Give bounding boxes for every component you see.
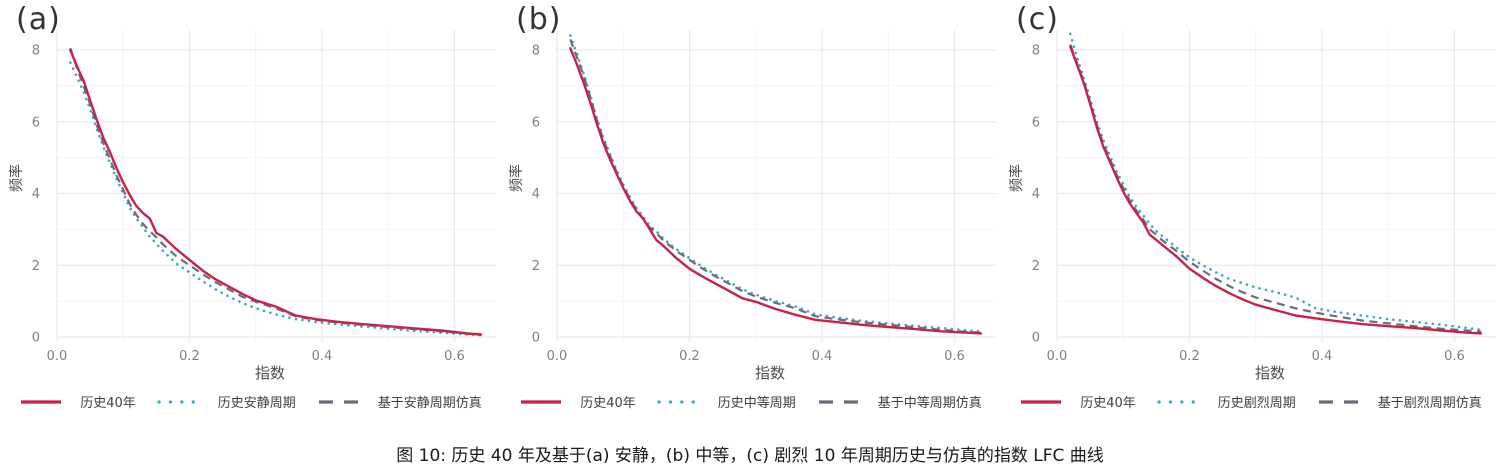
x-axis-title: 指数 [754,364,785,382]
x-tick-label: 0.6 [444,349,465,364]
legend-swatch-solid-line [21,399,62,404]
legend-item-history: 历史40年 [18,392,136,411]
legend-swatch-dashed-line [1318,399,1359,404]
legend-item-simulation: 基于剧烈周期仿真 [1316,392,1482,411]
legend-item-simulation: 基于中等周期仿真 [816,392,982,411]
y-tick-label: 6 [532,115,540,130]
legend-a: 历史40年 历史安静周期 基于安静周期仿真 [0,392,500,411]
x-tick-label: 0.0 [47,349,68,364]
panel-label-a: (a) [16,2,61,37]
series-line-solid [569,47,983,335]
legend-swatch-dashed-line [818,399,859,404]
x-axis-title: 指数 [254,364,285,382]
legend-label: 历史40年 [1080,396,1136,411]
y-tick-label: 4 [532,187,540,202]
legend-swatch-dotted-line [1157,399,1201,404]
y-tick-label: 0 [32,331,40,346]
series-line-dotted [569,34,983,333]
x-tick-label: 0.2 [1179,349,1200,364]
y-tick-label: 8 [532,44,540,59]
legend-label: 历史安静周期 [217,396,296,411]
panel-c: (c) 频率 0 2 4 6 8 0.0 0.2 0.4 0.6 指数 历史40年 历史剧烈周期… [1000,0,1500,430]
y-tick-label: 2 [1032,259,1040,274]
plot-area-b: 0 2 4 6 8 0.0 0.2 0.4 0.6 [532,30,996,364]
legend-swatch-dashed-line [318,399,359,404]
panel-row: (a) 频率 0 2 4 6 8 0.0 0.2 0.4 0.6 指数 历史40年 历史安静周期… [0,0,1500,430]
plot-area-a: 0 2 4 6 8 0.0 0.2 0.4 0.6 [32,30,496,364]
legend-b: 历史40年 历史中等周期 基于中等周期仿真 [500,392,1000,411]
y-tick-label: 8 [1032,44,1040,59]
x-tick-label: 0.6 [944,349,965,364]
panel-label-c: (c) [1016,2,1059,37]
y-tick-label: 4 [32,187,40,202]
panel-label-b: (b) [516,2,562,37]
panel-b: (b) 频率 0 2 4 6 8 0.0 0.2 0.4 0.6 指数 历史40年 历史中等周期… [500,0,1000,430]
y-tick-label: 4 [1032,187,1040,202]
legend-swatch-solid-line [521,399,562,404]
y-tick-label: 0 [1032,331,1040,346]
x-tick-label: 0.0 [547,349,568,364]
x-tick-label: 0.4 [1312,349,1333,364]
legend-item-cycle: 历史安静周期 [156,392,296,411]
legend-item-cycle: 历史中等周期 [656,392,796,411]
y-tick-label: 6 [1032,115,1040,130]
legend-item-history: 历史40年 [518,392,636,411]
legend-label: 历史40年 [580,396,636,411]
legend-swatch-dotted-line [657,399,701,404]
legend-label: 历史剧烈周期 [1217,396,1296,411]
legend-swatch-solid-line [1021,399,1062,404]
x-axis-title: 指数 [1254,364,1285,382]
legend-item-simulation: 基于安静周期仿真 [316,392,482,411]
x-tick-label: 0.6 [1444,349,1465,364]
x-tick-label: 0.2 [179,349,200,364]
legend-label: 历史40年 [80,396,136,411]
legend-swatch-dotted-line [157,399,201,404]
panel-a: (a) 频率 0 2 4 6 8 0.0 0.2 0.4 0.6 指数 历史40年 历史安静周期… [0,0,500,430]
series-line-dotted [1069,32,1483,332]
legend-label: 基于中等周期仿真 [877,396,982,411]
x-tick-label: 0.0 [1047,349,1068,364]
series-line-dashed [69,47,482,336]
legend-label: 基于安静周期仿真 [377,396,482,411]
y-tick-label: 2 [532,259,540,274]
x-tick-label: 0.4 [312,349,333,364]
series-line-dashed [569,38,982,334]
plot-area-c: 0 2 4 6 8 0.0 0.2 0.4 0.6 [1032,30,1496,364]
legend-c: 历史40年 历史剧烈周期 基于剧烈周期仿真 [1000,392,1500,411]
series-line-solid [69,48,483,336]
legend-label: 历史中等周期 [717,396,796,411]
figure-caption: 图 10: 历史 40 年及基于(a) 安静，(b) 中等，(c) 剧烈 10 … [396,446,1104,466]
y-tick-label: 6 [32,115,40,130]
legend-item-history: 历史40年 [1018,392,1136,411]
y-tick-label: 0 [532,331,540,346]
legend-label: 基于剧烈周期仿真 [1377,396,1482,411]
y-tick-label: 8 [32,44,40,59]
x-tick-label: 0.2 [679,349,700,364]
legend-item-cycle: 历史剧烈周期 [1156,392,1296,411]
x-tick-label: 0.4 [812,349,833,364]
series-line-dotted [69,61,483,337]
y-tick-label: 2 [32,259,40,274]
series-line-solid [1069,45,1483,335]
series-line-dashed [1069,44,1482,333]
